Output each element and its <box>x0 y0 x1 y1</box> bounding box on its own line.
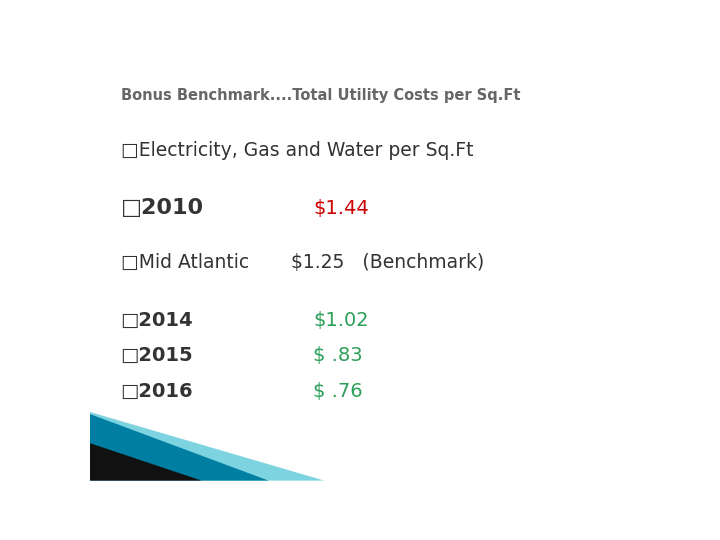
Polygon shape <box>90 412 324 481</box>
Polygon shape <box>90 414 269 481</box>
Text: $1.44: $1.44 <box>313 199 369 218</box>
Polygon shape <box>90 443 202 481</box>
Text: □Mid Atlantic: □Mid Atlantic <box>121 253 249 272</box>
Text: $1.25   (Benchmark): $1.25 (Benchmark) <box>291 253 484 272</box>
Text: Bonus Benchmark....Total Utility Costs per Sq.Ft: Bonus Benchmark....Total Utility Costs p… <box>121 87 520 103</box>
Text: $ .76: $ .76 <box>313 382 363 401</box>
Text: $1.02: $1.02 <box>313 311 369 330</box>
Text: □2016: □2016 <box>121 382 193 401</box>
Text: □2010: □2010 <box>121 198 204 218</box>
Text: □Electricity, Gas and Water per Sq.Ft: □Electricity, Gas and Water per Sq.Ft <box>121 140 473 159</box>
Text: $ .83: $ .83 <box>313 346 363 366</box>
Text: □2014: □2014 <box>121 311 193 330</box>
Text: □2015: □2015 <box>121 346 193 366</box>
